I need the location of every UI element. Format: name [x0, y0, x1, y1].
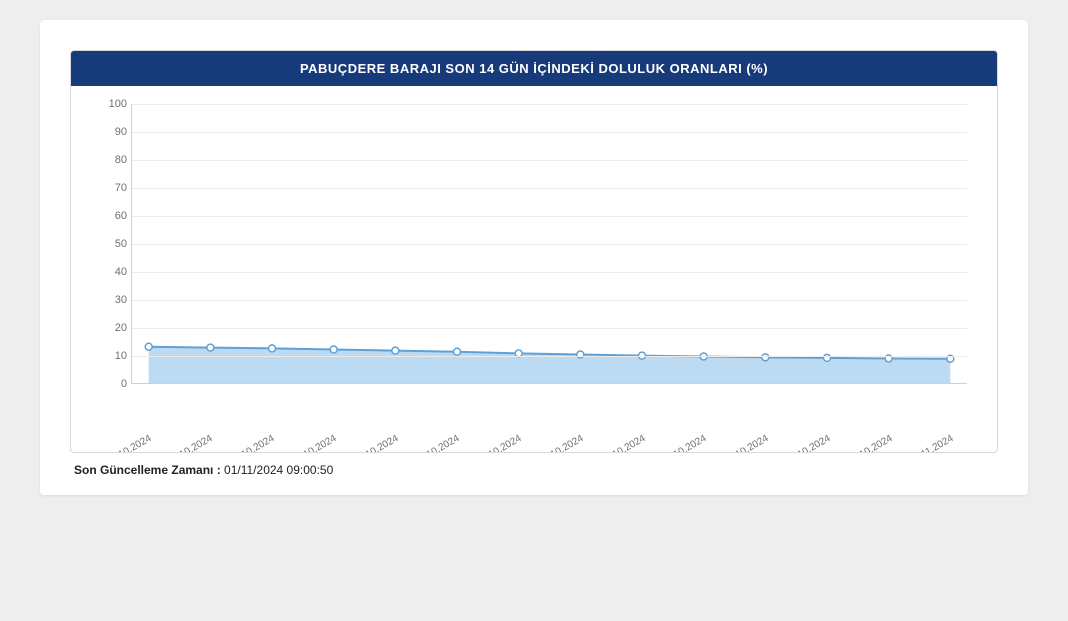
y-tick: 50	[91, 238, 127, 250]
chart-title: PABUÇDERE BARAJI SON 14 GÜN İÇİNDEKİ DOL…	[71, 51, 997, 86]
y-tick: 60	[91, 210, 127, 222]
x-tick: 30.10.2024	[783, 433, 832, 453]
chart-card: PABUÇDERE BARAJI SON 14 GÜN İÇİNDEKİ DOL…	[70, 50, 998, 453]
y-tick: 10	[91, 350, 127, 362]
plot-area	[131, 104, 967, 384]
x-tick: 26.10.2024	[537, 433, 586, 453]
gridline	[132, 216, 967, 217]
x-tick: 29.10.2024	[722, 433, 771, 453]
gridline	[132, 132, 967, 133]
gridline	[132, 300, 967, 301]
data-point	[269, 345, 276, 352]
data-point	[392, 347, 399, 354]
chart-body: 0 10 20 30 40 50 60 70 80 90 100 19.10.2024 20.10.20…	[71, 86, 997, 452]
gridline	[132, 188, 967, 189]
x-tick: 23.10.2024	[351, 433, 400, 453]
data-point	[762, 354, 769, 361]
x-tick: 19.10.2024	[104, 433, 153, 453]
last-update-value: 01/11/2024 09:00:50	[224, 463, 333, 477]
page-card: PABUÇDERE BARAJI SON 14 GÜN İÇİNDEKİ DOL…	[40, 20, 1028, 495]
y-tick: 80	[91, 154, 127, 166]
x-tick: 22.10.2024	[290, 433, 339, 453]
y-tick: 90	[91, 126, 127, 138]
x-tick: 01.11.2024	[908, 433, 956, 453]
x-tick: 25.10.2024	[475, 433, 524, 453]
chart-plot: 010203040506070809010019.10.202420.10.20…	[91, 104, 977, 444]
y-tick: 20	[91, 322, 127, 334]
x-tick: 21.10.2024	[228, 433, 277, 453]
data-point	[330, 346, 337, 353]
gridline	[132, 356, 967, 357]
data-point	[145, 343, 152, 350]
gridline	[132, 160, 967, 161]
area-fill	[149, 347, 951, 383]
data-point	[454, 348, 461, 355]
y-tick: 0	[91, 378, 127, 390]
gridline	[132, 272, 967, 273]
last-update-label: Son Güncelleme Zamanı :	[74, 463, 221, 477]
x-tick: 31.10.2024	[845, 433, 894, 453]
y-tick: 100	[91, 98, 127, 110]
gridline	[132, 328, 967, 329]
last-update-footer: Son Güncelleme Zamanı : 01/11/2024 09:00…	[70, 453, 998, 477]
y-tick: 40	[91, 266, 127, 278]
x-tick: 27.10.2024	[598, 433, 647, 453]
data-point	[207, 344, 214, 351]
x-tick: 24.10.2024	[413, 433, 462, 453]
x-tick: 20.10.2024	[166, 433, 215, 453]
x-tick: 28.10.2024	[660, 433, 709, 453]
y-tick: 30	[91, 294, 127, 306]
y-tick: 70	[91, 182, 127, 194]
gridline	[132, 104, 967, 105]
gridline	[132, 244, 967, 245]
